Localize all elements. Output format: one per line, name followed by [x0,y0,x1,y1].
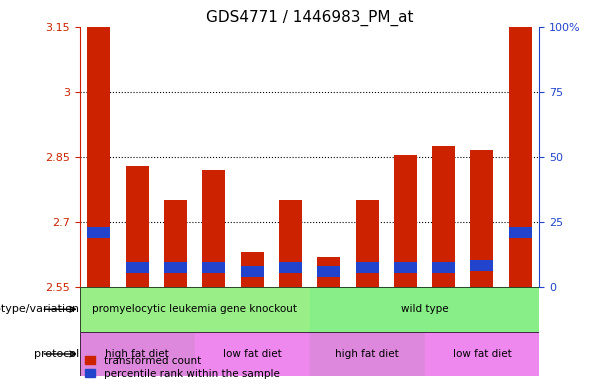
Text: protocol: protocol [34,349,80,359]
Bar [310,332,424,376]
Bar [509,227,531,238]
Bar [279,200,302,287]
Legend: transformed count, percentile rank within the sample: transformed count, percentile rank withi… [85,356,280,379]
Bar [471,151,493,287]
Bar [164,262,187,273]
Bar [80,332,195,376]
Bar [202,262,226,273]
Bar [509,0,531,287]
Text: high fat diet: high fat diet [105,349,169,359]
Text: high fat diet: high fat diet [335,349,399,359]
Bar [356,200,379,287]
Text: promyelocytic leukemia gene knockout: promyelocytic leukemia gene knockout [92,304,297,314]
Bar [87,0,110,287]
Bar [240,252,264,287]
Bar [471,260,493,271]
Bar [432,146,455,287]
Text: wild type: wild type [401,304,448,314]
Bar [87,227,110,238]
Title: GDS4771 / 1446983_PM_at: GDS4771 / 1446983_PM_at [206,9,413,25]
Bar [432,262,455,273]
Text: low fat diet: low fat diet [223,349,281,359]
Bar [126,262,149,273]
Bar [310,287,539,332]
Bar [80,287,310,332]
Bar [394,155,417,287]
Bar [394,262,417,273]
Bar [202,170,226,287]
Bar [356,262,379,273]
Bar [164,200,187,287]
Bar [424,332,539,376]
Bar [240,266,264,277]
Text: genotype/variation: genotype/variation [0,304,80,314]
Bar [318,257,340,287]
Text: low fat diet: low fat diet [452,349,511,359]
Bar [279,262,302,273]
Bar [318,266,340,277]
Bar [126,166,149,287]
Bar [195,332,310,376]
